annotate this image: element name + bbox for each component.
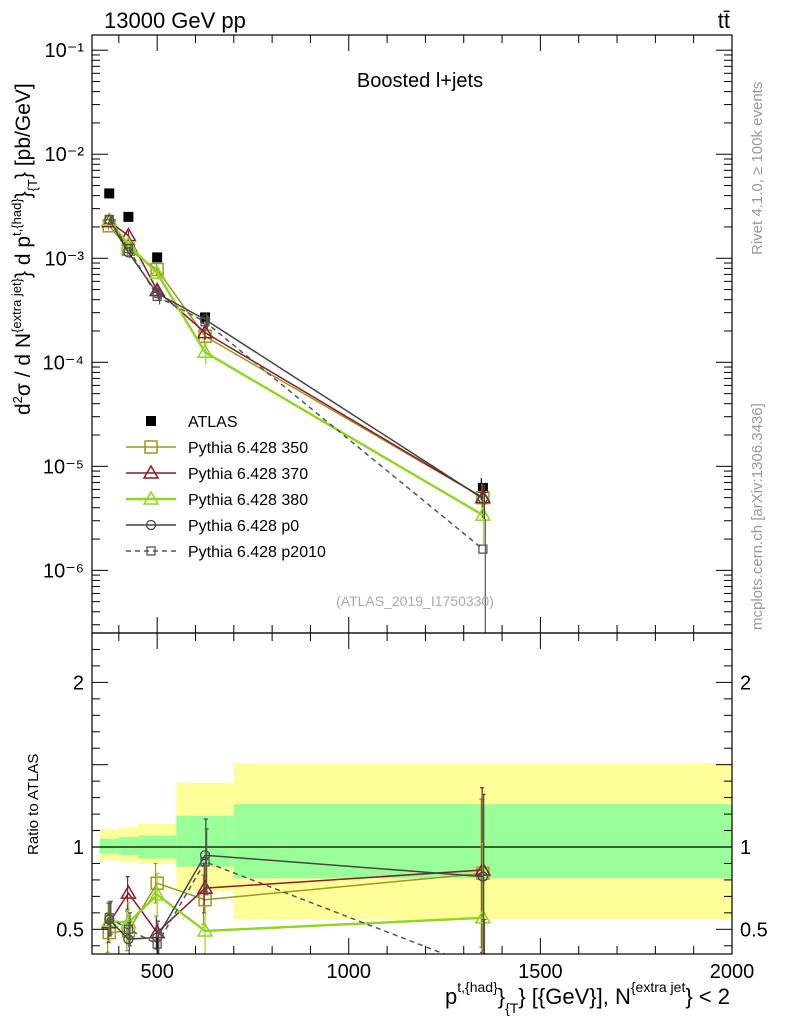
legend-label-p350: Pythia 6.428 350 [188, 440, 308, 457]
legend-marker-data [146, 416, 156, 426]
uncertainty-band-inner [118, 837, 138, 856]
y-tick-label: 10⁻⁶ [43, 560, 84, 582]
main-plot-title: Boosted l+jets [357, 70, 483, 92]
main-y-axis-label: d2σ / d N{extra jet}} d pt,{had}}{T} [pb… [9, 83, 40, 415]
x-tick-label: 1000 [327, 961, 372, 983]
uncertainty-band-inner [99, 838, 119, 854]
legend-marker-p0 [145, 519, 157, 531]
y-tick-label: 10⁻¹ [45, 40, 85, 62]
ratio-point-p370 [120, 884, 137, 899]
legend-label-p380: Pythia 6.428 380 [188, 492, 308, 509]
point-p380 [474, 506, 492, 521]
y-tick-label: 10⁻³ [45, 248, 85, 270]
ratio-y-tick-label-right: 1 [740, 837, 751, 859]
y-tick-label: 10⁻⁵ [43, 456, 84, 478]
legend-marker-p370 [142, 464, 160, 479]
ratio-point-p380 [120, 914, 137, 929]
ratio-y-tick-label: 0.5 [56, 919, 84, 941]
analysis-watermark: (ATLAS_2019_I1750330) [336, 593, 494, 609]
series-line-p2010 [108, 219, 484, 550]
ratio-point-p380 [196, 922, 214, 937]
svg-text:pt,{had}}{T} [{GeV}], N{extra: pt,{had}}{T} [{GeV}], N{extra jet} < 2 [445, 979, 730, 1016]
svg-text:d2σ / d N{extra jet}} d pt,{: d2σ / d N{extra jet}} d pt,{had}}{T} [pb… [9, 83, 40, 415]
ratio-point-p2010 [123, 924, 134, 934]
point-data [104, 188, 115, 199]
point-p2010 [104, 214, 114, 225]
ratio-point-p370 [196, 879, 214, 894]
ratio-point-p0 [123, 934, 134, 945]
ratio-point-p2010 [200, 857, 210, 867]
process-label: tt̄ [718, 8, 730, 33]
ratio-y-tick-label: 1 [73, 837, 84, 859]
point-p370 [120, 227, 137, 242]
x-axis-label: pt,{had}}{T} [{GeV}], N{extra jet} < 2 [445, 979, 730, 1016]
x-tick-label: 500 [140, 961, 173, 983]
ratio-plot-panel: 500 1000 1500 2000 0.5 0.5 1 1 2 2 Ratio to ATLAS… [25, 632, 768, 1016]
series-line-p0 [108, 219, 484, 500]
ratio-point-p0 [477, 871, 489, 882]
legend-label-data: ATLAS [188, 414, 238, 431]
ratio-plot-frame [91, 632, 733, 955]
y-tick-label: 10⁻⁴ [43, 352, 84, 374]
x-tick-label: 1500 [518, 961, 563, 983]
ratio-y-tick-label-right: 0.5 [740, 919, 768, 941]
ratio-point-p2010 [104, 913, 114, 923]
y-tick-label: 10⁻² [45, 144, 85, 166]
ratio-point-p0 [199, 850, 211, 861]
point-data [152, 252, 163, 263]
point-p0 [477, 493, 489, 504]
point-data [123, 211, 134, 222]
main-plot-panel: 10⁻¹10⁻²10⁻³10⁻⁴10⁻⁵10⁻⁶ Boosted l+jets … [9, 34, 733, 634]
ratio-point-p380 [148, 886, 166, 901]
legend-label-p0: Pythia 6.428 p0 [188, 518, 299, 535]
point-p2010 [152, 291, 162, 302]
ratio-y-tick-label: 2 [73, 672, 84, 694]
side-rivet-label: Rivet 4.1.0, ≥ 100k events [749, 82, 766, 255]
legend-label-p370: Pythia 6.428 370 [188, 466, 308, 483]
legend: ATLAS Pythia 6.428 350 Pythia 6.428 370 Pyt… [126, 414, 326, 561]
point-p350 [150, 262, 164, 277]
side-mcplots-label: mcplots.cern.ch [arXiv:1306.3436] [749, 403, 766, 630]
point-p380 [148, 264, 166, 279]
legend-marker-p2010 [146, 546, 156, 556]
ratio-y-tick-label-right: 2 [740, 672, 751, 694]
point-p2010 [478, 544, 488, 554]
energy-label: 13000 GeV pp [104, 8, 246, 33]
ratio-line-p0 [108, 854, 483, 940]
ratio-point-p380 [474, 909, 492, 924]
point-p370 [196, 324, 214, 339]
legend-marker-p350 [144, 440, 158, 454]
legend-label-p2010: Pythia 6.428 p2010 [188, 544, 326, 561]
point-p2010 [200, 317, 210, 327]
series-line-p380 [108, 219, 484, 517]
point-p380 [196, 343, 214, 358]
x-tick-label: 2000 [710, 961, 755, 983]
legend-marker-p380 [142, 490, 160, 505]
ratio-y-axis-label: Ratio to ATLAS [25, 754, 42, 855]
point-p2010 [123, 243, 134, 254]
